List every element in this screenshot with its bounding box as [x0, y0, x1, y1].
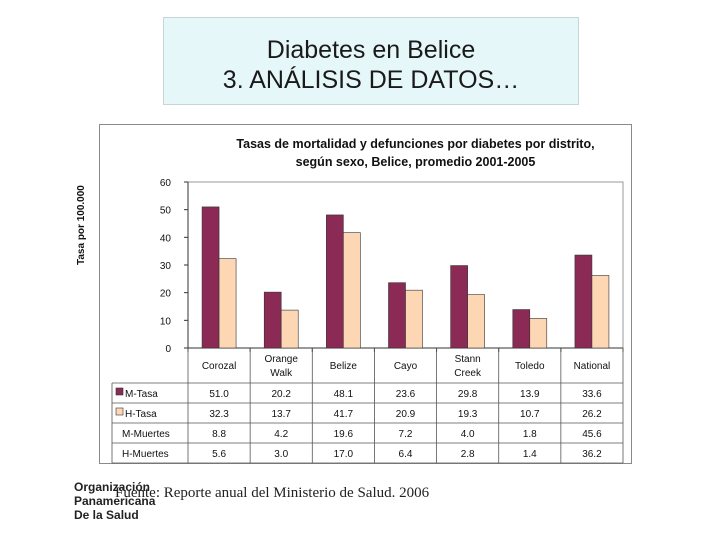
chart-title-line2: según sexo, Belice, promedio 2001-2005 [295, 155, 536, 169]
chart-frame: Tasas de mortalidad y defunciones por di… [99, 124, 632, 464]
slide-title: Diabetes en Belice [266, 36, 476, 64]
org-line-2: Panamericana [74, 494, 156, 508]
chart-title-line1: Tasas de mortalidad y defunciones por di… [236, 137, 595, 151]
org-line-3: De la Salud [74, 508, 139, 522]
slide-subtitle: 3. ANÁLISIS DE DATOS… [222, 66, 520, 94]
org-logo-text: Organización Panamericana De la Salud [74, 480, 155, 522]
org-line-1: Organización [74, 480, 151, 494]
slide-title-box: Diabetes en Belice 3. ANÁLISIS DE DATOS… [163, 17, 579, 105]
source-note: Fuente: Reporte anual del Ministerio de … [115, 485, 430, 501]
y-axis-label: Tasa por 100.000 [76, 185, 88, 265]
